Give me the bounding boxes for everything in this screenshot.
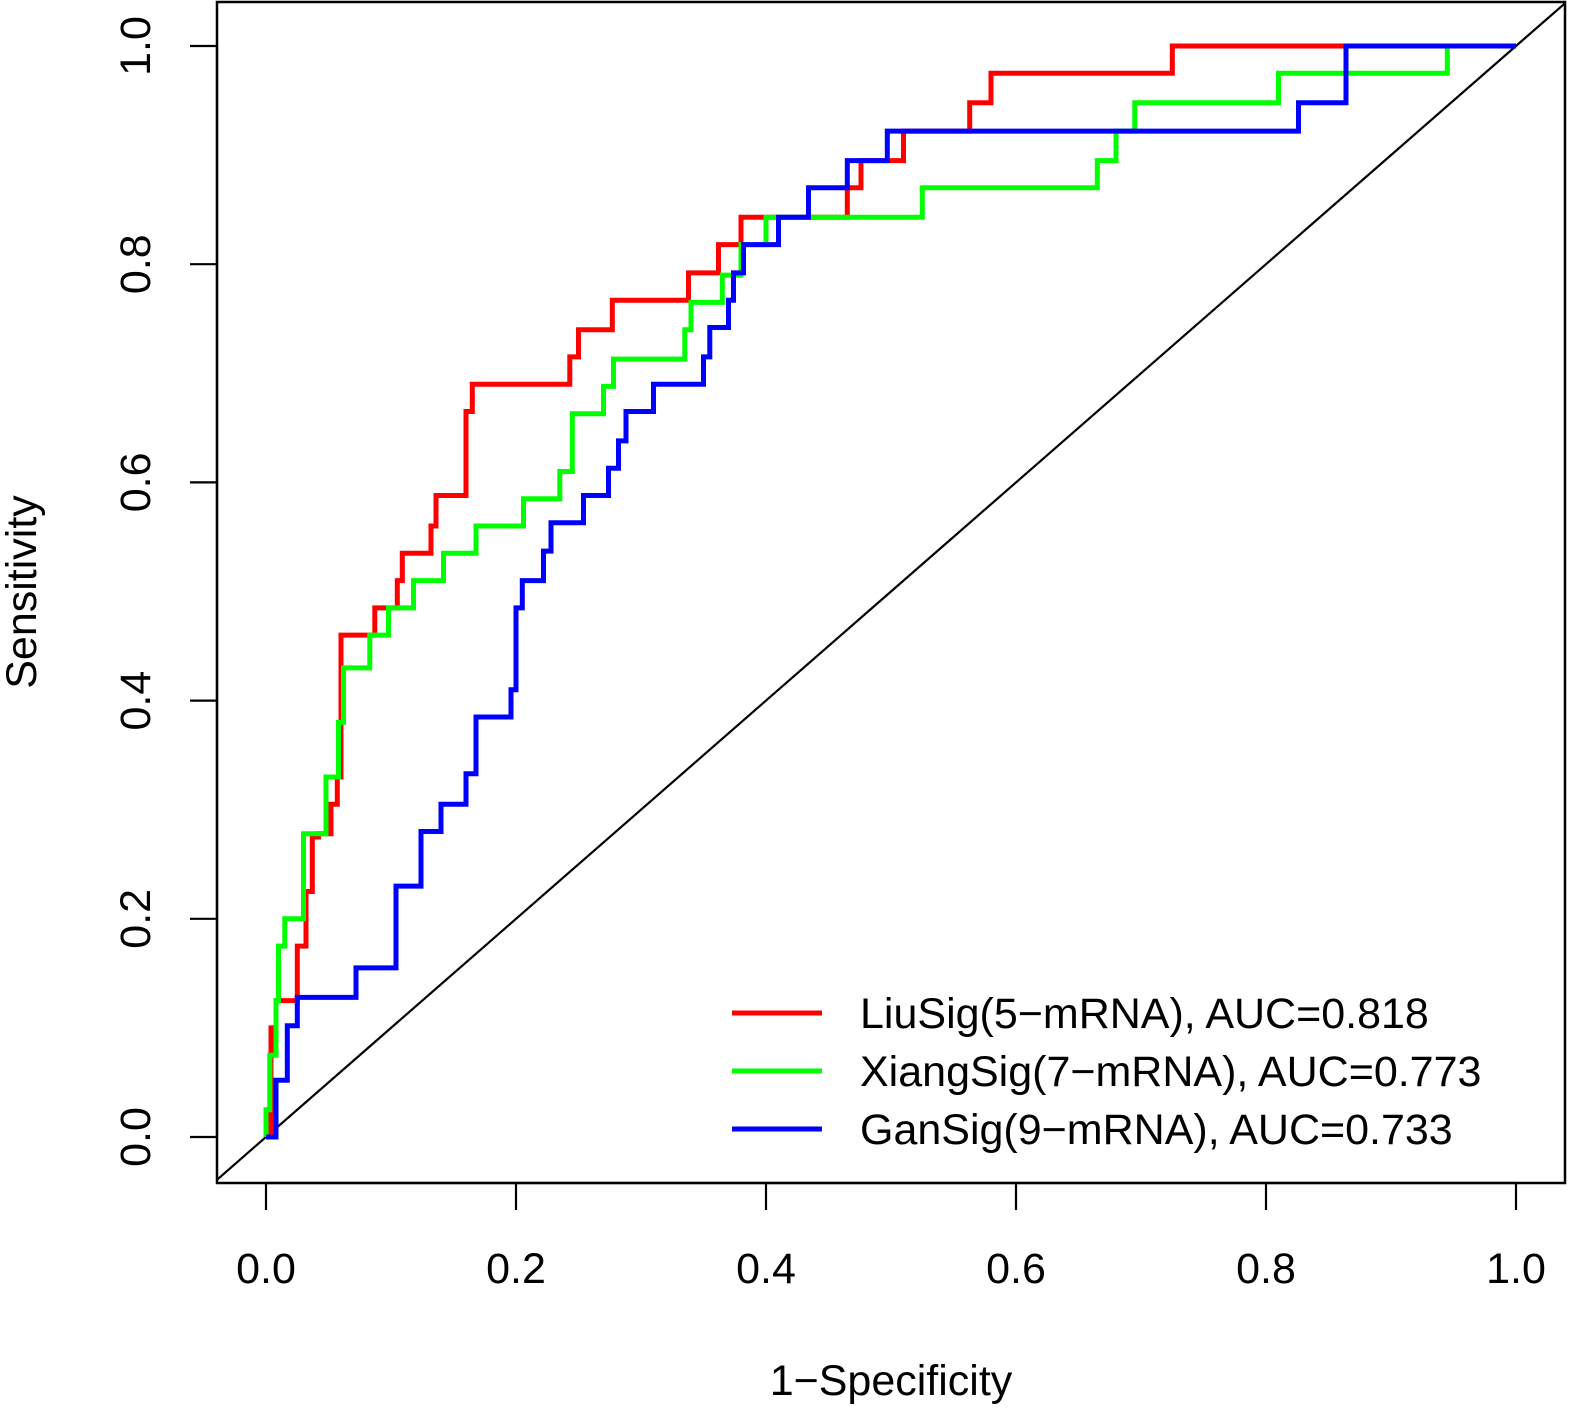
x-axis-label: 1−Specificity xyxy=(770,1357,1013,1405)
x-tick-label: 0.8 xyxy=(1236,1245,1296,1293)
x-tick-label: 1.0 xyxy=(1486,1245,1546,1293)
y-tick-label: 0.2 xyxy=(112,889,160,949)
y-tick-label: 1.0 xyxy=(112,16,160,76)
y-axis: 0.0 0.2 0.4 0.6 0.8 1.0 xyxy=(112,16,219,1167)
x-tick-label: 0.4 xyxy=(736,1245,796,1293)
y-tick-label: 0.4 xyxy=(112,671,160,731)
y-tick-label: 0.8 xyxy=(112,234,160,294)
legend-label: GanSig(9−mRNA), AUC=0.733 xyxy=(860,1106,1453,1154)
y-axis-label: Sensitivity xyxy=(0,495,46,689)
x-axis: 0.0 0.2 0.4 0.6 0.8 1.0 xyxy=(236,1181,1546,1293)
legend: LiuSig(5−mRNA), AUC=0.818 XiangSig(7−mRNA… xyxy=(732,990,1481,1154)
series-line-2 xyxy=(263,43,1516,1137)
y-tick-label: 0.0 xyxy=(112,1107,160,1167)
legend-label: LiuSig(5−mRNA), AUC=0.818 xyxy=(860,990,1429,1038)
legend-label: XiangSig(7−mRNA), AUC=0.773 xyxy=(860,1048,1481,1096)
plot-lines xyxy=(216,2,1567,1181)
y-tick-label: 0.6 xyxy=(112,453,160,513)
reference-diagonal-line xyxy=(216,2,1567,1181)
x-tick-label: 0.6 xyxy=(986,1245,1046,1293)
series-line-3 xyxy=(266,43,1516,1140)
x-tick-label: 0.2 xyxy=(486,1245,546,1293)
x-tick-label: 0.0 xyxy=(236,1245,296,1293)
